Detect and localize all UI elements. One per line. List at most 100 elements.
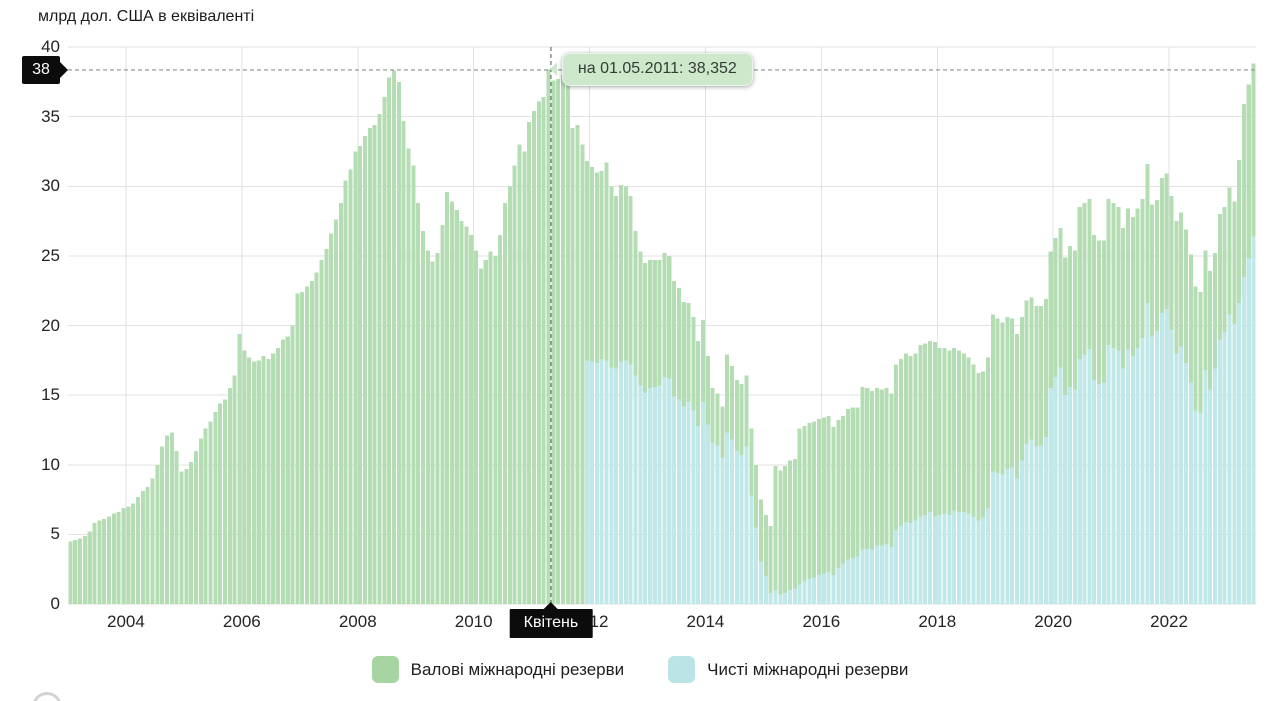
gross-reserves-bar	[575, 124, 580, 604]
net-reserves-bar	[821, 573, 826, 604]
net-reserves-bar	[734, 450, 739, 604]
net-reserves-bar	[1039, 445, 1044, 604]
net-reserves-bar	[947, 514, 952, 604]
legend-swatch-net	[668, 656, 696, 683]
net-reserves-bar	[1198, 413, 1203, 604]
net-reserves-bar	[763, 576, 768, 604]
net-reserves-bar	[1010, 467, 1015, 604]
gross-reserves-bar	[560, 74, 566, 605]
net-reserves-bar	[923, 514, 928, 604]
net-reserves-bar	[850, 558, 855, 604]
gross-reserves-bar	[937, 347, 942, 604]
gross-reserves-bar	[237, 333, 242, 604]
gross-reserves-bar	[474, 250, 479, 604]
net-reserves-bar	[773, 590, 778, 604]
net-reserves-bar	[696, 425, 701, 604]
net-reserves-bar	[647, 388, 652, 604]
net-reserves-bar	[614, 368, 619, 604]
net-reserves-bar	[1251, 236, 1256, 604]
gross-reserves-bar	[343, 180, 348, 604]
gross-reserves-bar	[387, 77, 392, 604]
y-axis-tick-label: 40	[41, 37, 60, 56]
net-reserves-bar	[638, 385, 643, 604]
gross-reserves-bar	[396, 81, 401, 604]
net-reserves-bar	[662, 377, 667, 604]
gross-reserves-bar	[850, 407, 855, 604]
net-reserves-bar	[754, 527, 759, 604]
gross-reserves-bar	[401, 120, 406, 605]
net-reserves-bar	[1164, 308, 1169, 604]
net-reserves-bar	[652, 386, 657, 604]
gross-reserves-bar	[860, 386, 865, 604]
data-tooltip: на 01.05.2011: 38,352	[561, 52, 753, 86]
net-reserves-bar	[725, 432, 730, 604]
gross-reserves-bar	[271, 353, 276, 604]
net-reserves-bar	[1203, 370, 1208, 604]
gross-reserves-bar	[256, 360, 261, 604]
gross-reserves-bar	[928, 340, 933, 604]
legend-item-gross[interactable]: Валові міжнародні резерви	[371, 656, 624, 683]
legend-item-net[interactable]: Чисті міжнародні резерви	[668, 656, 908, 683]
net-reserves-bar	[1232, 324, 1237, 604]
gross-reserves-bar	[899, 358, 904, 604]
net-reserves-bar	[1140, 338, 1145, 604]
net-reserves-bar	[1072, 389, 1077, 604]
gross-reserves-bar	[512, 165, 517, 605]
x-axis-tick-label: 2010	[454, 612, 493, 631]
net-reserves-bar	[884, 544, 889, 604]
gross-reserves-bar	[198, 438, 203, 604]
gross-reserves-bar	[155, 464, 160, 604]
net-reserves-bar	[633, 375, 638, 604]
net-reserves-bar	[1126, 349, 1131, 604]
gross-reserves-bar	[580, 144, 585, 604]
net-reserves-bar	[1121, 368, 1126, 604]
net-reserves-bar	[1246, 258, 1251, 604]
y-axis-tick-label: 10	[41, 454, 60, 474]
net-reserves-bar	[720, 457, 725, 604]
net-reserves-bar	[928, 512, 933, 604]
net-reserves-bar	[870, 549, 875, 604]
x-value-badge: Квітень	[509, 609, 593, 638]
gross-reserves-bar	[855, 407, 860, 604]
gross-reserves-bar	[314, 272, 319, 604]
legend-label-net: Чисті міжнародні резерви	[707, 659, 909, 679]
gross-reserves-bar	[102, 519, 107, 604]
gross-reserves-bar	[136, 496, 141, 604]
gross-reserves-bar	[894, 364, 899, 604]
gross-reserves-bar	[107, 516, 112, 604]
gross-reserves-bar	[884, 388, 889, 604]
gross-reserves-bar	[527, 122, 532, 604]
net-reserves-bar	[816, 574, 821, 604]
gross-reserves-bar	[222, 399, 227, 604]
gross-reserves-bar	[522, 151, 527, 604]
net-reserves-bar	[976, 520, 981, 604]
net-reserves-bar	[865, 548, 870, 604]
gross-reserves-bar	[923, 343, 928, 604]
gross-reserves-bar	[449, 201, 454, 604]
x-axis-tick-label: 2022	[1150, 612, 1188, 631]
gross-reserves-bar	[454, 209, 459, 605]
gross-reserves-bar	[425, 250, 430, 604]
y-axis-tick-label: 5	[50, 524, 60, 544]
net-reserves-bar	[1130, 356, 1135, 604]
net-reserves-bar	[715, 445, 720, 604]
gross-reserves-bar	[416, 202, 421, 604]
gross-reserves-bar	[787, 460, 792, 604]
gross-reserves-bar	[92, 523, 97, 604]
gross-reserves-bar	[532, 111, 537, 604]
gross-reserves-bar	[469, 234, 474, 605]
gross-reserves-bar	[309, 280, 314, 604]
net-reserves-bar	[705, 424, 710, 604]
x-axis-tick-label: 2014	[686, 612, 725, 631]
gross-reserves-bar	[213, 411, 218, 604]
net-reserves-bar	[1000, 474, 1005, 604]
net-reserves-bar	[894, 530, 899, 604]
net-reserves-bar	[826, 571, 831, 604]
gross-reserves-bar	[870, 390, 875, 604]
gross-reserves-bar	[334, 219, 339, 605]
gross-reserves-bar	[488, 251, 493, 604]
x-axis-tick-label: 2006	[222, 612, 261, 631]
net-reserves-bar	[990, 471, 995, 604]
x-value-badge-label: Квітень	[523, 614, 579, 631]
